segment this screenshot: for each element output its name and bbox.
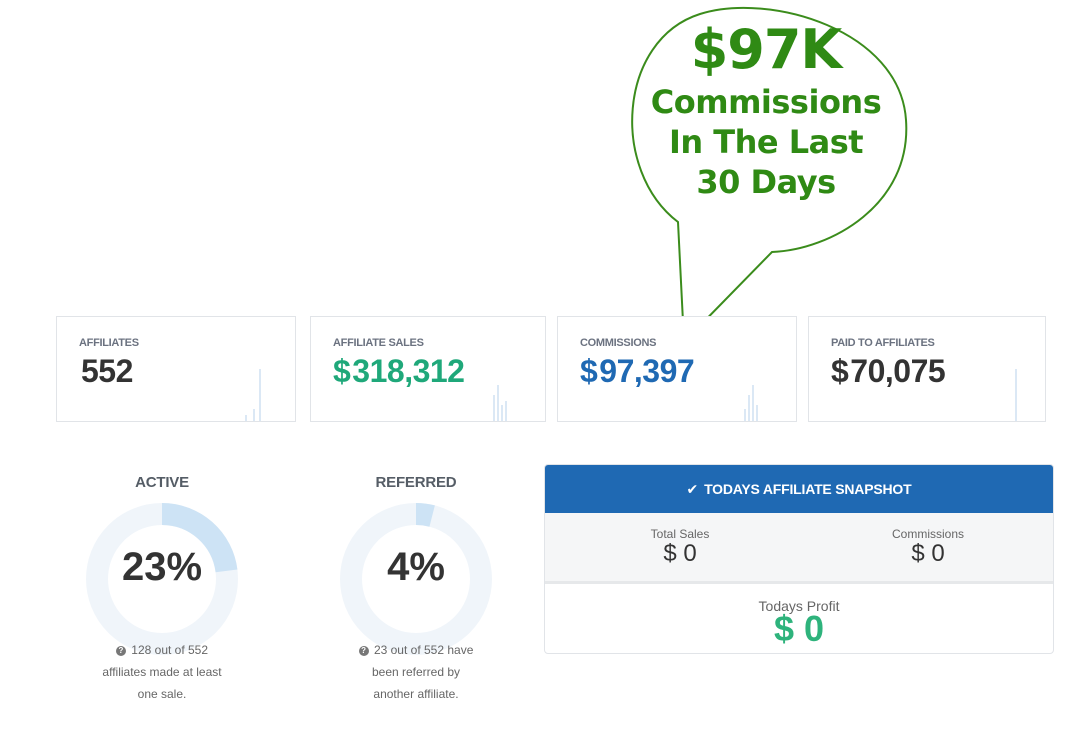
stat-number: 552 xyxy=(81,353,133,389)
callout-text: $97K Commissions In The Last 30 Days xyxy=(628,18,904,202)
callout-line-3: 30 Days xyxy=(696,163,836,201)
snapshot-metrics-row: Total Sales $ 0 Commissions $ 0 xyxy=(545,513,1053,584)
referred-donut-chart: 4% xyxy=(338,501,494,657)
donut-title: ACTIVE xyxy=(135,474,189,491)
callout-amount: $97K xyxy=(690,18,843,81)
donut-note: ? 128 out of 552 affiliates made at leas… xyxy=(42,639,282,705)
check-icon: ✔ xyxy=(686,481,699,497)
donut-note: ? 23 out of 552 have been referred by an… xyxy=(296,639,536,705)
referred-donut-block: REFERRED 4% ? 23 out of 552 have been re… xyxy=(296,474,536,705)
stat-value: 552 xyxy=(79,353,133,390)
donut-progress-arc xyxy=(86,503,238,655)
currency-symbol: $ xyxy=(831,353,849,389)
stat-label: PAID TO AFFILIATES xyxy=(831,337,935,349)
donut-progress-arc xyxy=(340,503,492,655)
sparkline-chart xyxy=(493,385,507,421)
stat-number: 97,397 xyxy=(599,353,695,389)
stat-value: $70,075 xyxy=(831,353,946,390)
donut-title: REFERRED xyxy=(375,474,457,491)
total-sales-value: $ 0 xyxy=(663,540,697,567)
stat-number: 70,075 xyxy=(850,353,946,389)
stat-label: AFFILIATE SALES xyxy=(333,337,424,349)
donut-percent: 4% xyxy=(387,545,445,589)
donut-ring xyxy=(86,503,238,655)
active-donut-block: ACTIVE 23% ? 128 out of 552 affiliates m… xyxy=(42,474,282,705)
snapshot-header: ✔ TODAYS AFFILIATE SNAPSHOT xyxy=(545,465,1053,513)
stat-value: $318,312 xyxy=(333,353,465,390)
commissions-label: Commissions xyxy=(891,527,964,541)
donut-note-text: 23 out of 552 have been referred by anot… xyxy=(371,643,474,701)
stat-label: COMMISSIONS xyxy=(580,337,657,349)
currency-symbol: $ xyxy=(333,353,351,389)
stat-card-affiliate-sales[interactable]: AFFILIATE SALES $318,312 xyxy=(310,316,546,422)
donut-ring xyxy=(340,503,492,655)
callout-line-1: Commissions xyxy=(650,83,882,121)
snapshot-title: TODAYS AFFILIATE SNAPSHOT xyxy=(704,481,912,497)
commissions-metric: Commissions $ 0 xyxy=(803,527,1053,567)
total-sales-metric: Total Sales $ 0 xyxy=(555,527,805,567)
donut-percent: 23% xyxy=(121,545,203,589)
question-circle-icon: ? xyxy=(358,646,369,656)
stat-card-affiliates[interactable]: AFFILIATES 552 xyxy=(56,316,296,422)
active-donut-chart: 23% xyxy=(84,501,240,657)
currency-symbol: $ xyxy=(580,353,598,389)
stat-number: 318,312 xyxy=(352,353,465,389)
todays-affiliate-snapshot-panel: ✔ TODAYS AFFILIATE SNAPSHOT Total Sales $… xyxy=(544,464,1054,654)
stat-card-paid-to-affiliates[interactable]: PAID TO AFFILIATES $70,075 xyxy=(808,316,1046,422)
todays-profit-metric: Todays Profit $ 0 xyxy=(545,584,1053,653)
sparkline-chart xyxy=(1015,369,1017,421)
donut-note-text: 128 out of 552 affiliates made at least … xyxy=(102,643,222,701)
commissions-value: $ 0 xyxy=(911,540,945,567)
stat-label: AFFILIATES xyxy=(79,337,139,349)
callout-line-2: In The Last xyxy=(668,123,864,161)
question-circle-icon: ? xyxy=(115,646,126,656)
stat-value: $97,397 xyxy=(580,353,695,390)
todays-profit-label: Todays Profit xyxy=(758,598,840,614)
stat-card-commissions[interactable]: COMMISSIONS $97,397 xyxy=(557,316,797,422)
sparkline-chart xyxy=(245,369,261,421)
sparkline-chart xyxy=(744,385,758,421)
total-sales-label: Total Sales xyxy=(650,527,710,541)
todays-profit-value: $ 0 xyxy=(773,608,825,649)
